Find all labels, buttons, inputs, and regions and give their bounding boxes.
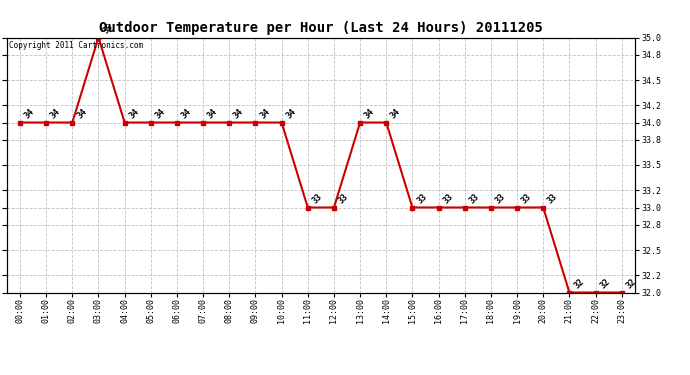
Text: 34: 34: [179, 107, 193, 120]
Text: 33: 33: [468, 192, 481, 206]
Text: 32: 32: [598, 277, 612, 290]
Text: 34: 34: [389, 107, 402, 120]
Text: 35: 35: [101, 22, 115, 35]
Text: 34: 34: [206, 107, 219, 120]
Text: 33: 33: [442, 192, 455, 206]
Text: 33: 33: [310, 192, 324, 206]
Text: 34: 34: [49, 107, 62, 120]
Text: 34: 34: [75, 107, 88, 120]
Text: Copyright 2011 Cartronics.com: Copyright 2011 Cartronics.com: [9, 41, 143, 50]
Text: 33: 33: [493, 192, 507, 206]
Text: 34: 34: [23, 107, 36, 120]
Text: 33: 33: [337, 192, 350, 206]
Text: 34: 34: [363, 107, 376, 120]
Text: 34: 34: [128, 107, 141, 120]
Text: 34: 34: [284, 107, 298, 120]
Title: Outdoor Temperature per Hour (Last 24 Hours) 20111205: Outdoor Temperature per Hour (Last 24 Ho…: [99, 21, 543, 35]
Text: 32: 32: [624, 277, 638, 290]
Text: 34: 34: [258, 107, 272, 120]
Text: 32: 32: [572, 277, 586, 290]
Text: 33: 33: [415, 192, 428, 206]
Text: 34: 34: [154, 107, 167, 120]
Text: 33: 33: [520, 192, 533, 206]
Text: 34: 34: [232, 107, 246, 120]
Text: 33: 33: [546, 192, 560, 206]
